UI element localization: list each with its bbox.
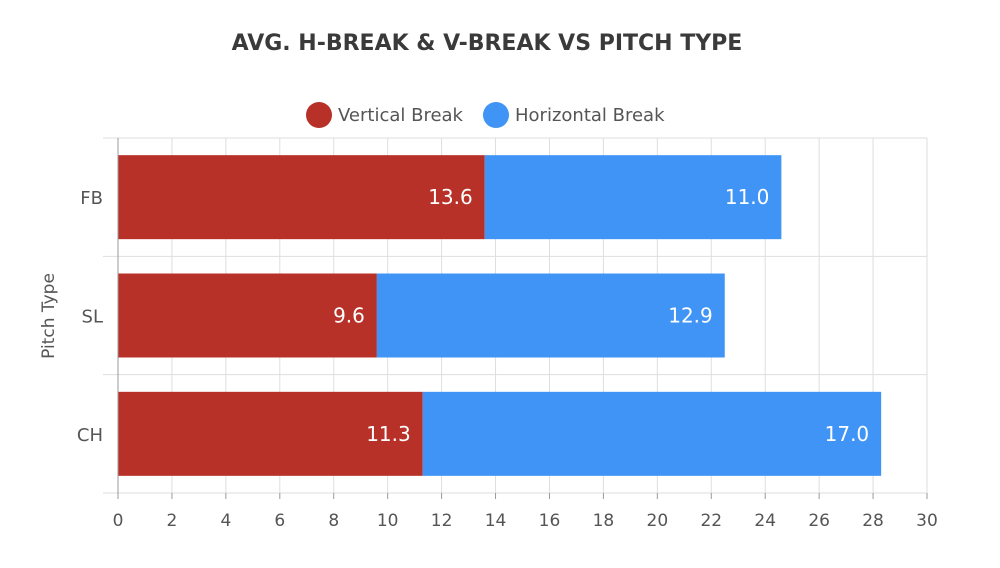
bar-segment (484, 155, 782, 240)
x-tick-label: 18 (593, 511, 615, 531)
bar-value-label: 17.0 (825, 422, 870, 446)
x-tick-label: 4 (220, 511, 231, 531)
bar-segment (118, 391, 423, 476)
bar-value-label: 9.6 (333, 304, 365, 328)
x-tick-label: 20 (647, 511, 669, 531)
y-axis-label: Pitch Type (39, 273, 59, 359)
bars (118, 155, 882, 476)
x-tick-label: 2 (167, 511, 178, 531)
bar-segment (118, 273, 377, 358)
x-tick-label: 0 (113, 511, 124, 531)
legend: Vertical Break Horizontal Break (306, 102, 665, 128)
x-tick-label: 8 (328, 511, 339, 531)
y-tick-label: CH (77, 425, 103, 446)
bar-labels: 13.6 11.0 9.6 12.9 11.3 17.0 (333, 185, 869, 446)
bar-value-label: 13.6 (428, 185, 473, 209)
legend-swatch (306, 102, 332, 128)
x-tick-label: 14 (485, 511, 507, 531)
bar-segment (376, 273, 725, 358)
x-tick-label: 22 (700, 511, 722, 531)
y-tick-label: FB (80, 188, 103, 209)
x-tick-label: 6 (274, 511, 285, 531)
x-tick-label: 24 (754, 511, 776, 531)
x-tick-label: 10 (377, 511, 399, 531)
x-tick-label: 26 (808, 511, 830, 531)
bar-segment (118, 155, 485, 240)
bar-value-label: 11.3 (366, 422, 411, 446)
bar-value-label: 12.9 (668, 304, 713, 328)
chart-title: AVG. H-BREAK & V-BREAK VS PITCH TYPE (232, 31, 743, 56)
legend-label: Vertical Break (338, 105, 464, 126)
bar-value-label: 11.0 (725, 185, 770, 209)
legend-swatch (483, 102, 509, 128)
bar-segment (422, 391, 882, 476)
x-tick-label: 28 (862, 511, 884, 531)
x-tick-label: 16 (539, 511, 561, 531)
legend-label: Horizontal Break (515, 105, 665, 126)
x-tick-label: 12 (431, 511, 453, 531)
x-tick-label: 30 (916, 511, 938, 531)
y-tick-label: SL (82, 307, 103, 328)
